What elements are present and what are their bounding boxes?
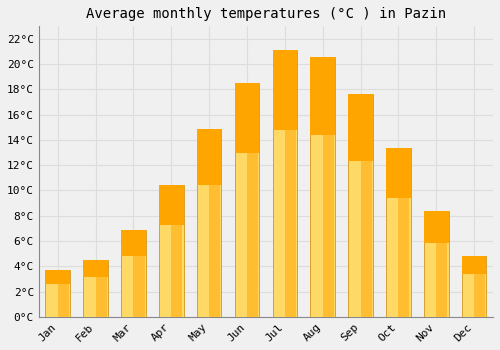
Bar bbox=[398, 148, 409, 317]
Bar bbox=[310, 57, 335, 135]
Bar bbox=[172, 186, 182, 317]
Bar bbox=[58, 270, 69, 317]
Bar bbox=[134, 230, 144, 317]
Bar bbox=[462, 256, 486, 317]
Bar bbox=[348, 94, 373, 161]
Bar bbox=[159, 186, 184, 317]
Bar bbox=[121, 230, 146, 317]
Bar bbox=[46, 270, 70, 284]
Bar bbox=[322, 57, 334, 317]
Bar bbox=[121, 230, 146, 256]
Bar bbox=[348, 94, 373, 317]
Bar bbox=[424, 211, 448, 243]
Bar bbox=[474, 256, 485, 317]
Bar bbox=[234, 83, 260, 317]
Bar bbox=[360, 94, 372, 317]
Bar bbox=[84, 260, 108, 317]
Bar bbox=[197, 128, 222, 185]
Bar bbox=[84, 260, 108, 277]
Bar bbox=[386, 148, 410, 317]
Bar bbox=[462, 256, 486, 274]
Bar bbox=[96, 260, 106, 317]
Bar bbox=[285, 50, 296, 317]
Bar bbox=[209, 128, 220, 317]
Bar bbox=[197, 128, 222, 317]
Bar bbox=[424, 211, 448, 317]
Bar bbox=[272, 50, 297, 317]
Bar bbox=[386, 148, 410, 198]
Bar bbox=[310, 57, 335, 317]
Bar bbox=[436, 211, 448, 317]
Title: Average monthly temperatures (°C ) in Pazin: Average monthly temperatures (°C ) in Pa… bbox=[86, 7, 446, 21]
Bar bbox=[247, 83, 258, 317]
Bar bbox=[234, 83, 260, 153]
Bar bbox=[159, 186, 184, 225]
Bar bbox=[46, 270, 70, 317]
Bar bbox=[272, 50, 297, 130]
